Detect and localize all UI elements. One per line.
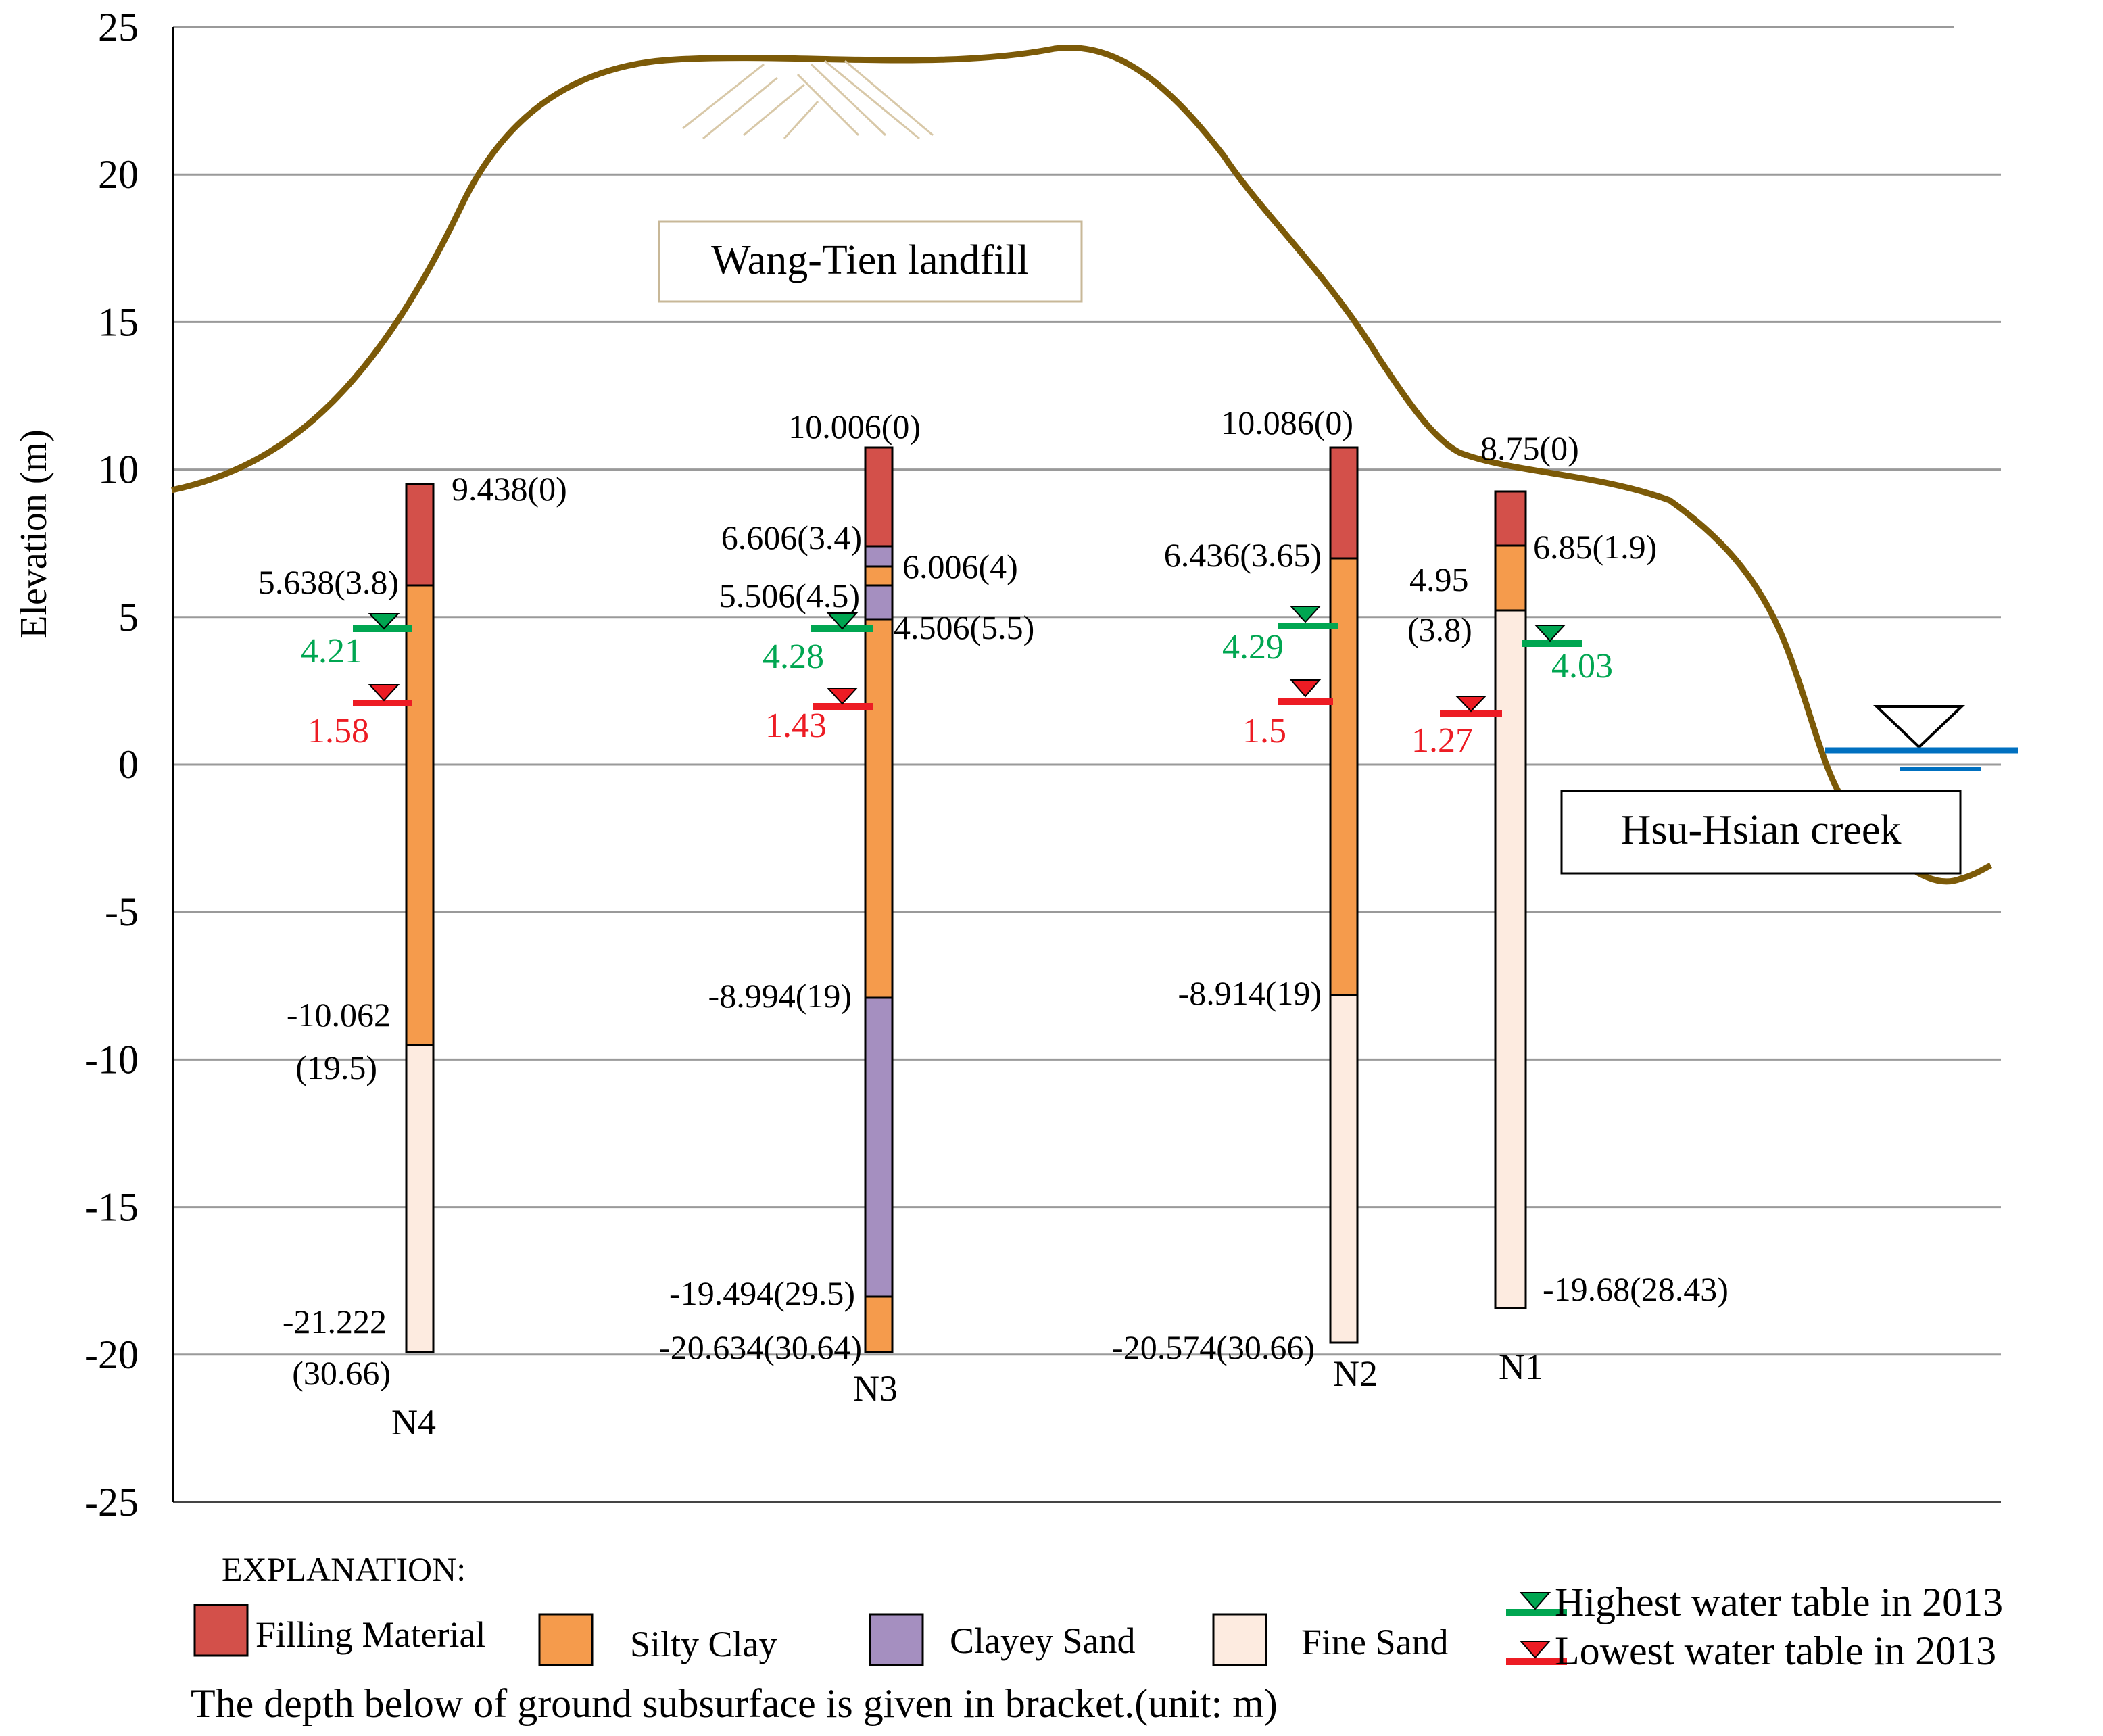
n1-layer-fine-sand <box>1494 609 1527 1309</box>
n3-layer-silty-clay-2 <box>864 618 894 999</box>
borehole-n1: 4.03 1.27 8.75(0) 6.85(1.9) 4.95 (3.8) -… <box>1407 429 1729 1387</box>
n2-layer-filling <box>1329 446 1359 560</box>
creek-water-symbol <box>1825 705 2018 771</box>
n1-label-bottom: -19.68(28.43) <box>1543 1270 1729 1308</box>
n1-water-low-label: 1.27 <box>1411 721 1473 760</box>
n3-name: N3 <box>853 1368 898 1409</box>
y-axis-label: Elevation (m) <box>13 429 55 638</box>
y-tick-label: -5 <box>105 890 139 934</box>
legend: EXPLANATION: Filling Material Silty Clay… <box>191 1550 2003 1726</box>
n3-label-bottom: -20.634(30.64) <box>659 1328 862 1366</box>
legend-label-silty-clay: Silty Clay <box>630 1624 777 1664</box>
n2-water-high-label: 4.29 <box>1222 628 1284 667</box>
n1-label-clay-bottom-depth: (3.8) <box>1407 610 1472 648</box>
borehole-n2: 4.29 1.5 10.086(0) 6.436(3.65) -8.914(19… <box>1112 404 1378 1394</box>
legend-highest-label: Highest water table in 2013 <box>1555 1580 2003 1624</box>
legend-swatch-filling <box>193 1604 249 1657</box>
n3-layer-clayey-sand-1 <box>864 545 894 568</box>
n2-name: N2 <box>1333 1353 1378 1394</box>
n4-name: N4 <box>391 1402 436 1443</box>
n3-label-clay-bottom: -8.994(19) <box>708 977 852 1015</box>
n2-layer-silty-clay <box>1329 557 1359 996</box>
legend-label-filling: Filling Material <box>256 1614 485 1655</box>
n1-name: N1 <box>1499 1347 1543 1387</box>
n2-label-filling-bottom: 6.436(3.65) <box>1164 536 1322 574</box>
n4-label-bottom-depth: (30.66) <box>292 1354 391 1392</box>
legend-label-fine-sand: Fine Sand <box>1301 1622 1449 1662</box>
n4-layer-silty-clay <box>405 584 435 1046</box>
n3-label-clayey-sand-3-bottom: -19.494(29.5) <box>669 1274 855 1312</box>
legend-highest-marker <box>1519 1592 1551 1610</box>
n4-label-clay-bottom: -10.062 <box>287 996 391 1034</box>
n3-water-high-label: 4.28 <box>763 637 824 676</box>
borehole-n4: 4.21 1.58 9.438(0) 5.638(3.8) -10.062 (1… <box>258 470 567 1443</box>
legend-label-clayey-sand: Clayey Sand <box>950 1620 1135 1661</box>
landfill-label: Wang-Tien landfill <box>711 237 1029 283</box>
creek-label: Hsu-Hsian creek <box>1621 807 1902 853</box>
landfill-hatch <box>682 59 934 140</box>
n4-label-filling-bottom: 5.638(3.8) <box>258 563 399 601</box>
n3-water-high-marker <box>826 612 859 630</box>
y-tick-label: 25 <box>98 5 139 49</box>
n3-label-silty-clay-1-bottom: 5.506(4.5) <box>719 577 860 614</box>
n4-layer-filling <box>405 483 435 587</box>
n3-layer-silty-clay-1 <box>864 565 894 587</box>
y-tick-label: 0 <box>118 742 139 787</box>
n1-layer-filling <box>1494 490 1527 547</box>
legend-lowest-marker <box>1519 1641 1551 1659</box>
n2-label-top: 10.086(0) <box>1221 404 1353 441</box>
n2-water-high-marker <box>1289 606 1322 623</box>
y-tick-label: -25 <box>84 1480 139 1524</box>
n3-water-low-label: 1.43 <box>765 706 827 745</box>
n1-water-low-marker <box>1455 696 1487 713</box>
legend-title: EXPLANATION: <box>222 1550 466 1588</box>
n2-label-clay-bottom: -8.914(19) <box>1178 974 1322 1012</box>
n4-label-bottom: -21.222 <box>283 1303 387 1341</box>
n4-water-low-label: 1.58 <box>308 712 369 750</box>
n3-layer-clayey-sand-3 <box>864 996 894 1298</box>
creek-label-box <box>1560 790 1962 875</box>
n3-label-filling-bottom: 6.606(3.4) <box>721 519 862 556</box>
legend-lowest-label: Lowest water table in 2013 <box>1555 1629 1996 1673</box>
n4-water-high-label: 4.21 <box>301 632 362 671</box>
n2-water-low-label: 1.5 <box>1242 712 1286 750</box>
n3-layer-clayey-sand-2 <box>864 584 894 621</box>
y-tick-label: 10 <box>98 448 139 492</box>
legend-swatch-fine-sand <box>1212 1613 1267 1666</box>
n4-layer-fine-sand <box>405 1044 435 1353</box>
n3-label-top: 10.006(0) <box>788 408 921 445</box>
n1-water-high-marker <box>1534 625 1566 642</box>
legend-note: The depth below of ground subsurface is … <box>191 1681 1278 1726</box>
legend-swatch-clayey-sand <box>869 1613 924 1666</box>
n4-water-high-marker <box>368 613 400 630</box>
n3-layer-silty-clay-3 <box>864 1295 894 1353</box>
ground-surface-profile <box>171 45 1993 885</box>
y-tick-label: -15 <box>84 1185 139 1230</box>
n3-water-low-marker <box>826 688 859 705</box>
y-tick-label: -10 <box>84 1037 139 1082</box>
y-tick-label: -20 <box>84 1332 139 1377</box>
y-tick-label: 5 <box>118 595 139 640</box>
n2-label-bottom: -20.574(30.66) <box>1112 1328 1315 1366</box>
y-tick-labels: 25 20 15 10 5 0 -5 -10 -15 -20 -25 <box>84 5 139 1524</box>
landfill-label-box <box>658 220 1083 303</box>
y-tick-label: 15 <box>98 299 139 344</box>
n1-label-top: 8.75(0) <box>1480 429 1579 467</box>
legend-swatch-silty-clay <box>538 1613 594 1666</box>
n1-label-filling-bottom: 6.85(1.9) <box>1533 528 1657 566</box>
borehole-n3: 4.28 1.43 10.006(0) 6.606(3.4) 6.006(4) … <box>659 408 1034 1409</box>
n4-label-clay-bottom-depth: (19.5) <box>295 1048 377 1086</box>
n3-layer-filling <box>864 446 894 548</box>
n1-layer-silty-clay <box>1494 544 1527 612</box>
n2-water-low-marker <box>1289 679 1322 698</box>
n1-label-clay-bottom: 4.95 <box>1409 560 1469 598</box>
y-tick-label: 20 <box>98 152 139 197</box>
n3-label-clayey-sand-1-bottom: 6.006(4) <box>902 548 1018 585</box>
n4-water-low-marker <box>368 684 400 702</box>
n2-layer-fine-sand <box>1329 994 1359 1344</box>
n1-water-high-label: 4.03 <box>1551 647 1613 685</box>
n4-label-top: 9.438(0) <box>452 470 567 508</box>
n3-label-clayey-sand-2-bottom: 4.506(5.5) <box>894 608 1034 646</box>
